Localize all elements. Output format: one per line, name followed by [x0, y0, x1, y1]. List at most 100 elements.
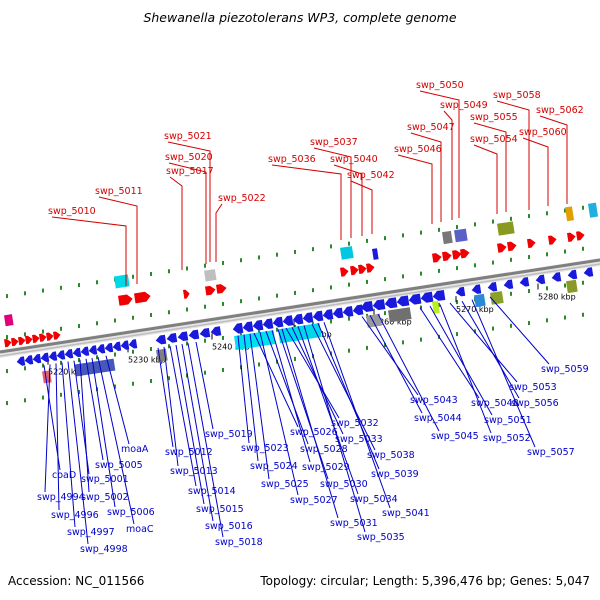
reverse-gene-label: swp_5052 [483, 433, 531, 444]
reverse-gene-label: swp_5041 [382, 508, 430, 519]
leader-line [253, 332, 299, 428]
leader-line [277, 329, 329, 480]
reverse-gene-arrow [96, 344, 106, 354]
track-tick-mark [510, 257, 512, 262]
forward-gene-label: swp_5058 [493, 90, 541, 101]
forward-gene-arrow [18, 336, 26, 346]
reverse-gene-label: swp_4997 [67, 527, 115, 538]
reverse-gene-arrow [322, 309, 334, 320]
track-tick-mark [312, 288, 314, 293]
track-tick-mark [438, 302, 440, 307]
forward-gene-arrow [507, 241, 517, 252]
track-tick-mark [6, 335, 8, 340]
reverse-gene-arrow [112, 341, 122, 352]
leader-line [443, 110, 453, 220]
reverse-gene-arrow [166, 333, 178, 343]
track-tick-mark [492, 326, 494, 331]
track-tick-mark [24, 291, 26, 296]
reverse-gene-arrow [519, 277, 530, 287]
reverse-gene-arrow [503, 279, 514, 290]
leader-line [55, 363, 60, 511]
leader-line [439, 304, 492, 434]
track-tick-mark [546, 318, 548, 323]
reverse-gene-arrow [72, 347, 82, 358]
leader-line [377, 313, 440, 432]
track-tick-mark [78, 324, 80, 329]
track-tick-mark [42, 395, 44, 400]
reverse-gene-arrow [551, 272, 562, 282]
reverse-gene-arrow [199, 327, 211, 338]
leader-line [215, 203, 223, 262]
genome-backbone [0, 258, 600, 358]
reverse-gene-arrow [262, 318, 274, 329]
forward-gene-arrow [567, 232, 576, 242]
forward-gene-arrow [432, 253, 442, 263]
forward-gene-label: swp_5017 [166, 166, 214, 177]
ruler-label: 5260 kbp [374, 318, 412, 327]
track-tick-mark [528, 255, 530, 260]
track-tick-mark [330, 244, 332, 249]
reverse-gene-arrow [242, 321, 254, 333]
track-tick-mark [204, 338, 206, 343]
reverse-gene-arrow [24, 355, 34, 365]
reverse-gene-arrow [210, 326, 222, 336]
forward-gene-block [442, 230, 453, 245]
forward-gene-arrow [576, 231, 585, 241]
forward-gene-block [454, 228, 468, 243]
track-tick-mark [150, 313, 152, 318]
leader-line-layer [43, 90, 568, 545]
forward-gene-block [372, 248, 379, 260]
track-tick-mark [42, 363, 44, 368]
reverse-gene-arrow [408, 293, 422, 305]
track-tick-mark [60, 392, 62, 397]
forward-gene-arrow [4, 338, 12, 348]
track-tick-mark [60, 285, 62, 290]
leader-line [195, 341, 214, 430]
forward-gene-label: swp_5062 [536, 105, 584, 116]
reverse-gene-arrow [302, 312, 314, 323]
leader-line [297, 326, 359, 495]
forward-gene-label: swp_5021 [164, 131, 212, 142]
reverse-gene-block [490, 291, 504, 305]
leader-line [181, 344, 214, 522]
accession-text: Accession: NC_011566 [8, 574, 144, 588]
reverse-gene-label: swp_5013 [170, 466, 218, 477]
track-tick-mark [582, 280, 584, 285]
reverse-gene-arrow [128, 339, 138, 349]
leader-line [522, 137, 549, 206]
track-tick-mark [6, 369, 8, 374]
reverse-gene-label: swp_5051 [484, 415, 532, 426]
reverse-gene-label: swp_5005 [95, 460, 143, 471]
reverse-gene-arrow [471, 284, 482, 294]
forward-gene-label: swp_5042 [347, 170, 395, 181]
ruler-label: 5280 kbp [538, 293, 576, 302]
forward-gene-arrow [366, 263, 375, 273]
leader-line [271, 164, 342, 240]
reverse-gene-arrow [64, 348, 74, 359]
reverse-gene-arrow [120, 340, 130, 350]
reverse-gene-arrow [56, 350, 66, 360]
track-tick-mark [114, 318, 116, 323]
reverse-gene-label: swp_5043 [410, 395, 458, 406]
forward-gene-arrow [25, 335, 33, 345]
track-tick-mark [294, 290, 296, 295]
reverse-gene-label: swp_5045 [431, 431, 479, 442]
leader-line [496, 100, 530, 210]
forward-gene-arrow [350, 265, 359, 276]
ruler-label: 5270 kbp [456, 305, 494, 314]
reverse-gene-block [432, 300, 440, 314]
track-tick-mark [456, 266, 458, 271]
reverse-gene-arrow [360, 300, 374, 312]
leader-line [169, 345, 197, 487]
reverse-gene-arrow [88, 345, 98, 355]
forward-gene-label: swp_5040 [330, 154, 378, 165]
track-tick-mark [186, 341, 188, 346]
forward-gene-label: swp_5036 [268, 154, 316, 165]
leader-line [67, 361, 89, 545]
forward-gene-label: swp_5060 [519, 127, 567, 138]
track-tick-mark [276, 293, 278, 298]
forward-gene-arrow [118, 294, 133, 306]
leader-line [323, 322, 391, 509]
leader-line [237, 335, 250, 444]
reverse-gene-label: swp_5034 [350, 494, 398, 505]
